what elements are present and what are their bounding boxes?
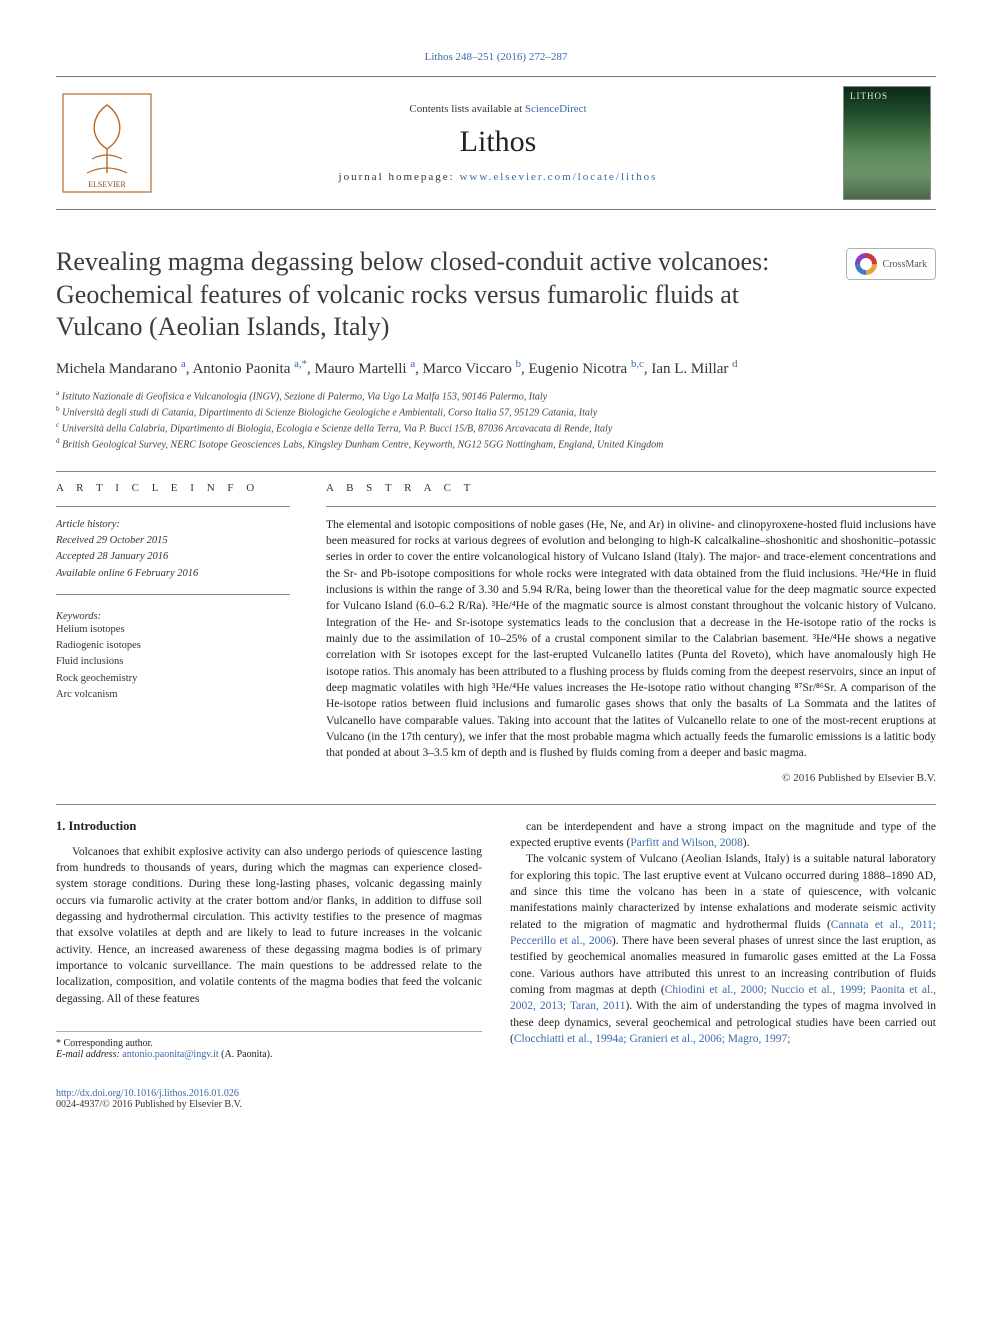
aff-link[interactable]: b,c <box>631 361 644 377</box>
aff-link[interactable]: d <box>732 361 737 377</box>
author: Antonio Paonita <box>192 361 294 377</box>
citation-link[interactable]: Parfitt and Wilson, 2008 <box>630 837 742 849</box>
body-paragraph: can be interdependent and have a strong … <box>510 819 936 852</box>
corr-label: * Corresponding author. <box>56 1038 482 1049</box>
banner-center: Contents lists available at ScienceDirec… <box>170 103 826 183</box>
author: Michela Mandarano <box>56 361 181 377</box>
article-info-label: a r t i c l e i n f o <box>56 482 290 494</box>
keyword: Rock geochemistry <box>56 671 290 687</box>
author: Eugenio Nicotra <box>528 361 630 377</box>
author: Ian L. Millar <box>651 361 732 377</box>
journal-banner: ELSEVIER Contents lists available at Sci… <box>56 76 936 210</box>
email-person: (A. Paonita). <box>221 1049 272 1060</box>
page: Lithos 248–251 (2016) 272–287 ELSEVIER C… <box>0 0 992 1142</box>
article-info-block: a r t i c l e i n f o Article history: R… <box>56 482 290 784</box>
abstract-copyright: © 2016 Published by Elsevier B.V. <box>326 772 936 784</box>
article-history: Article history: Received 29 October 201… <box>56 517 290 582</box>
author: Mauro Martelli <box>315 361 411 377</box>
issn-line: 0024-4937/© 2016 Published by Elsevier B… <box>56 1099 936 1110</box>
body-paragraph: Volcanoes that exhibit explosive activit… <box>56 844 482 1007</box>
affiliation: c Università della Calabria, Dipartiment… <box>56 420 936 436</box>
title-block: Revealing magma degassing below closed-c… <box>56 246 936 344</box>
history-accepted: Accepted 28 January 2016 <box>56 549 290 565</box>
email-link[interactable]: antonio.paonita@ingv.it <box>122 1049 218 1060</box>
homepage-label: journal homepage: <box>339 171 460 183</box>
abstract-label: a b s t r a c t <box>326 482 936 494</box>
sciencedirect-link[interactable]: ScienceDirect <box>525 103 587 115</box>
aff-link[interactable]: a, <box>294 361 302 377</box>
affiliation: a Istituto Nazionale di Geofisica e Vulc… <box>56 388 936 404</box>
rule <box>326 506 936 507</box>
doi-footer: http://dx.doi.org/10.1016/j.lithos.2016.… <box>56 1088 936 1110</box>
article-title: Revealing magma degassing below closed-c… <box>56 246 936 344</box>
running-head: Lithos 248–251 (2016) 272–287 <box>56 48 936 64</box>
affiliations: a Istituto Nazionale di Geofisica e Vulc… <box>56 388 936 453</box>
rule <box>56 804 936 805</box>
svg-text:ELSEVIER: ELSEVIER <box>88 180 126 189</box>
keyword: Fluid inclusions <box>56 654 290 670</box>
info-abstract-row: a r t i c l e i n f o Article history: R… <box>56 482 936 784</box>
section-heading: 1. Introduction <box>56 819 482 834</box>
history-online: Available online 6 February 2016 <box>56 566 290 582</box>
elsevier-logo-icon: ELSEVIER <box>62 93 152 193</box>
rule <box>56 506 290 507</box>
homepage-line: journal homepage: www.elsevier.com/locat… <box>170 171 826 183</box>
email-label: E-mail address: <box>56 1049 120 1060</box>
body-col-right: can be interdependent and have a strong … <box>510 819 936 1060</box>
keyword: Helium isotopes <box>56 622 290 638</box>
contents-label: Contents lists available at <box>409 103 524 115</box>
body-paragraph: The volcanic system of Vulcano (Aeolian … <box>510 851 936 1047</box>
cover-brand: LITHOS <box>850 91 888 101</box>
corresponding-author-footer: * Corresponding author. E-mail address: … <box>56 1031 482 1060</box>
rule <box>56 471 936 472</box>
journal-cover-thumb: LITHOS <box>844 87 930 199</box>
citation-link[interactable]: Clocchiatti et al., 1994a; Granieri et a… <box>514 1033 791 1045</box>
crossmark-label: CrossMark <box>883 259 927 270</box>
keywords-label: Keywords: <box>56 611 290 622</box>
crossmark-badge[interactable]: CrossMark <box>846 248 936 280</box>
keyword: Radiogenic isotopes <box>56 638 290 654</box>
keywords-list: Helium isotopes Radiogenic isotopes Flui… <box>56 622 290 703</box>
affiliation: b Università degli studi di Catania, Dip… <box>56 404 936 420</box>
abstract-text: The elemental and isotopic compositions … <box>326 517 936 762</box>
body-columns: 1. Introduction Volcanoes that exhibit e… <box>56 819 936 1060</box>
author: Marco Viccaro <box>423 361 516 377</box>
journal-name: Lithos <box>170 125 826 159</box>
homepage-link[interactable]: www.elsevier.com/locate/lithos <box>459 171 657 183</box>
contents-line: Contents lists available at ScienceDirec… <box>170 103 826 115</box>
keyword: Arc volcanism <box>56 687 290 703</box>
affiliation: d British Geological Survey, NERC Isotop… <box>56 436 936 452</box>
history-received: Received 29 October 2015 <box>56 533 290 549</box>
running-head-link[interactable]: Lithos 248–251 (2016) 272–287 <box>425 51 568 63</box>
crossmark-icon <box>855 253 877 275</box>
rule <box>56 594 290 595</box>
abstract-block: a b s t r a c t The elemental and isotop… <box>326 482 936 784</box>
authors-line: Michela Mandarano a, Antonio Paonita a,*… <box>56 358 936 378</box>
doi-link[interactable]: http://dx.doi.org/10.1016/j.lithos.2016.… <box>56 1088 239 1099</box>
history-label: Article history: <box>56 517 290 533</box>
body-col-left: 1. Introduction Volcanoes that exhibit e… <box>56 819 482 1060</box>
abstract-body: The elemental and isotopic compositions … <box>326 517 936 762</box>
